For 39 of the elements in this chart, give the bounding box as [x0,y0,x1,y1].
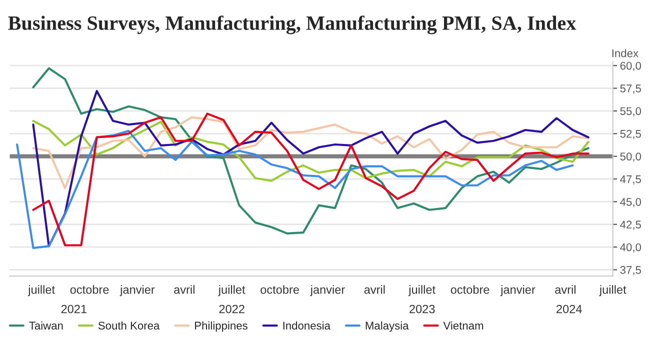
legend-label: Vietnam [443,321,484,330]
x-tick-label: octobre [260,285,299,294]
x-tick-label: avril [555,285,576,294]
y-axis-title: Index [612,49,638,58]
legend-label: Taiwan [29,321,63,330]
line-series [32,112,590,246]
x2-tick-label: 2022 [219,304,244,314]
x-tick-label: octobre [70,285,109,294]
x-tick-label: juillet [218,285,246,296]
chart-title: Business Surveys, Manufacturing, Manufacturing PMI, SA, Index [8,16,576,34]
y-tick-label: 37,5 [620,266,641,276]
y-tick-label: 60,0 [620,62,642,72]
x2-tick-label: 2023 [410,304,435,314]
y-tick-label: 42,5 [620,220,641,230]
x-tick-label: avril [364,285,385,294]
y-tick-label: 50,0 [620,152,642,162]
y-tick-label: 40,0 [620,243,642,253]
y-tick-label: 52,5 [620,130,641,140]
x-tick-label: janvier [310,285,345,296]
line-series [32,67,590,234]
y-tick-label: 57,5 [620,84,641,94]
y-tick-label: 55,0 [620,107,642,116]
legend-label: Philippines [195,321,248,332]
x-tick-label: janvier [120,285,155,296]
legend-label: Indonesia [283,321,330,330]
line-series [32,90,590,248]
x-tick-label: janvier [500,285,536,296]
x2-tick-label: 2024 [556,304,582,314]
x2-tick-label: 2021 [61,304,86,314]
y-tick-label: 47,5 [620,175,641,184]
x-tick-label: juillet [408,285,436,296]
x-tick-label: juillet [599,285,626,296]
x-tick-label: juillet [28,285,55,296]
legend-label: South Korea [98,321,160,330]
x-tick-label: avril [174,285,194,294]
line-series [16,130,574,250]
legend-label: Malaysia [366,321,409,332]
y-tick-label: 45,0 [620,198,642,208]
x-tick-label: octobre [450,285,490,294]
